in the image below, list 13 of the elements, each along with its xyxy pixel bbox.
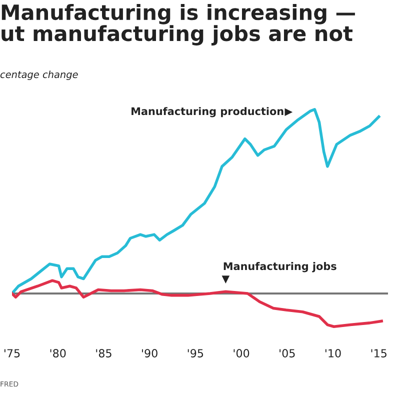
y-axis-title: centage change: [0, 70, 78, 80]
x-tick-label: '75: [4, 349, 20, 358]
x-tick-label: '80: [50, 349, 66, 358]
x-tick-label: '90: [142, 349, 158, 358]
x-tick-label: '10: [325, 349, 341, 358]
series-label: Manufacturing jobs: [224, 262, 336, 272]
x-tick-label: '85: [96, 349, 112, 358]
x-tick-label: '15: [371, 349, 386, 358]
series-label: Manufacturing production: [132, 107, 284, 118]
chart-title: Manufacturing is increasing — ut manufacturing jobs are not: [2, 4, 355, 46]
x-tick-label: '00: [234, 349, 250, 358]
x-tick-label: '05: [280, 349, 295, 358]
x-tick-label: '95: [188, 349, 204, 358]
